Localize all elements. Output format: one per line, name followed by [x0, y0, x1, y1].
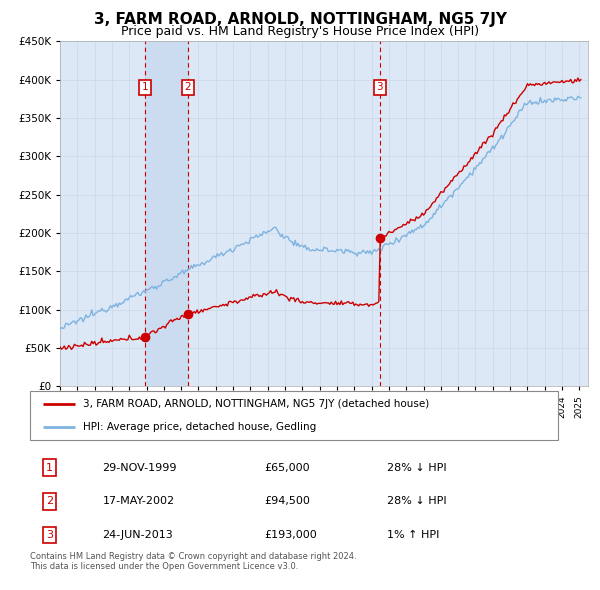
FancyBboxPatch shape	[30, 391, 558, 440]
Text: 3: 3	[376, 83, 383, 92]
Text: 2: 2	[46, 496, 53, 506]
Text: 2: 2	[184, 83, 191, 92]
Text: £193,000: £193,000	[265, 530, 317, 540]
Text: 28% ↓ HPI: 28% ↓ HPI	[387, 496, 447, 506]
Text: £94,500: £94,500	[265, 496, 310, 506]
Text: 3: 3	[46, 530, 53, 540]
Text: HPI: Average price, detached house, Gedling: HPI: Average price, detached house, Gedl…	[83, 422, 316, 432]
Text: 3, FARM ROAD, ARNOLD, NOTTINGHAM, NG5 7JY: 3, FARM ROAD, ARNOLD, NOTTINGHAM, NG5 7J…	[94, 12, 506, 27]
Text: 3, FARM ROAD, ARNOLD, NOTTINGHAM, NG5 7JY (detached house): 3, FARM ROAD, ARNOLD, NOTTINGHAM, NG5 7J…	[83, 399, 429, 409]
Text: 28% ↓ HPI: 28% ↓ HPI	[387, 463, 447, 473]
Text: 1: 1	[142, 83, 148, 92]
Text: Price paid vs. HM Land Registry's House Price Index (HPI): Price paid vs. HM Land Registry's House …	[121, 25, 479, 38]
Text: 1% ↑ HPI: 1% ↑ HPI	[387, 530, 439, 540]
Bar	[145, 41, 188, 386]
Text: £65,000: £65,000	[265, 463, 310, 473]
Text: 24-JUN-2013: 24-JUN-2013	[103, 530, 173, 540]
Text: Contains HM Land Registry data © Crown copyright and database right 2024.
This d: Contains HM Land Registry data © Crown c…	[30, 552, 356, 571]
Text: 1: 1	[46, 463, 53, 473]
Text: 29-NOV-1999: 29-NOV-1999	[103, 463, 177, 473]
Text: 17-MAY-2002: 17-MAY-2002	[103, 496, 175, 506]
